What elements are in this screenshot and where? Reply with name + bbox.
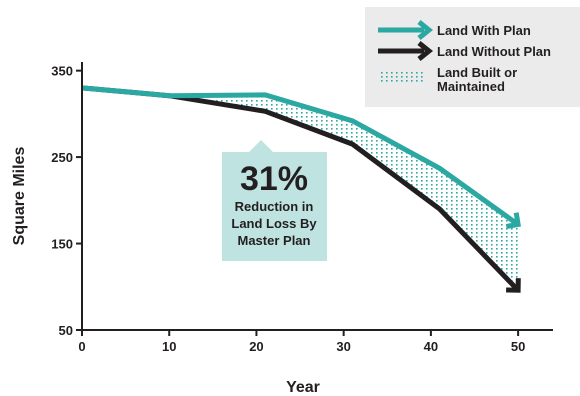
x-ticks: 0 10 20 30 40 50: [78, 330, 525, 354]
legend-item-with-plan: Land With Plan: [378, 20, 531, 40]
legend-swatch-built: [381, 70, 425, 84]
arrowhead-without-plan: [506, 278, 521, 293]
y-tick-label-350: 350: [51, 64, 73, 79]
callout-percent: 31%: [240, 160, 308, 198]
legend: Land With Plan Land Without Plan Land Bu…: [365, 7, 580, 107]
legend-label-with-plan: Land With Plan: [437, 23, 531, 38]
x-axis-title: Year: [286, 379, 320, 396]
legend-label-built-line1: Land Built or: [437, 65, 517, 80]
x-tick-label-0: 0: [78, 339, 85, 354]
legend-item-built: Land Built or Maintained: [381, 65, 517, 94]
x-tick-label-10: 10: [162, 339, 176, 354]
callout-line-1: Reduction in: [235, 199, 314, 214]
callout-background: [222, 140, 327, 261]
axes: 0 10 20 30 40 50 50 150 250 350: [51, 62, 553, 354]
arrowhead-with-plan: [505, 212, 521, 229]
legend-arrowhead-with-plan: [417, 20, 434, 40]
y-tick-label-150: 150: [51, 237, 73, 252]
x-tick-label-20: 20: [249, 339, 263, 354]
legend-background: [365, 7, 580, 107]
x-tick-label-40: 40: [424, 339, 438, 354]
x-tick-label-30: 30: [336, 339, 350, 354]
y-tick-label-250: 250: [51, 150, 73, 165]
built-or-maintained-area: [82, 87, 519, 291]
callout-line-3: Master Plan: [238, 233, 311, 248]
x-tick-label-50: 50: [511, 339, 525, 354]
callout: 31% Reduction in Land Loss By Master Pla…: [222, 140, 327, 261]
y-tick-label-50: 50: [59, 323, 73, 338]
callout-line-2: Land Loss By: [231, 216, 317, 231]
legend-item-without-plan: Land Without Plan: [378, 41, 551, 61]
legend-label-built-line2: Maintained: [437, 79, 505, 94]
series-line-with-plan: [81, 85, 518, 225]
plot-area: [81, 85, 521, 293]
y-ticks: 50 150 250 350: [51, 64, 82, 338]
legend-label-without-plan: Land Without Plan: [437, 44, 551, 59]
legend-arrowhead-without-plan: [417, 41, 434, 61]
y-axis-title: Square Miles: [11, 147, 28, 246]
